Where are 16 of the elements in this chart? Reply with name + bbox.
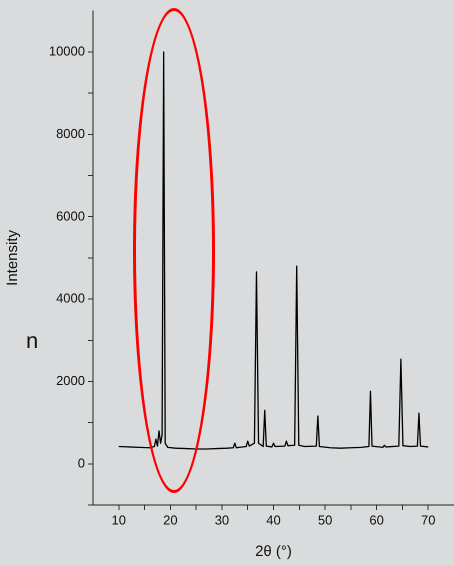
y-tick-label: 6000 [56,208,85,224]
x-tick-label: 50 [318,512,332,528]
x-tick-label: 70 [420,512,436,528]
x-tick-label: 10 [112,512,126,528]
y-tick-label: 10000 [48,44,85,59]
x-tick-label: 20 [163,512,178,528]
y-tick-label: 2000 [56,373,85,388]
x-tick-label: 30 [214,512,230,528]
x-tick-label: 40 [266,512,281,528]
y-tick-label: 0 [78,455,85,470]
y-tick-label: 8000 [56,126,85,141]
y-axis-title: Intensity [4,229,22,286]
x-tick-label: 60 [369,512,384,528]
text: n [26,328,38,353]
x-axis-title: 2θ (°) [255,543,292,560]
y-tick-label: 4000 [56,290,85,306]
